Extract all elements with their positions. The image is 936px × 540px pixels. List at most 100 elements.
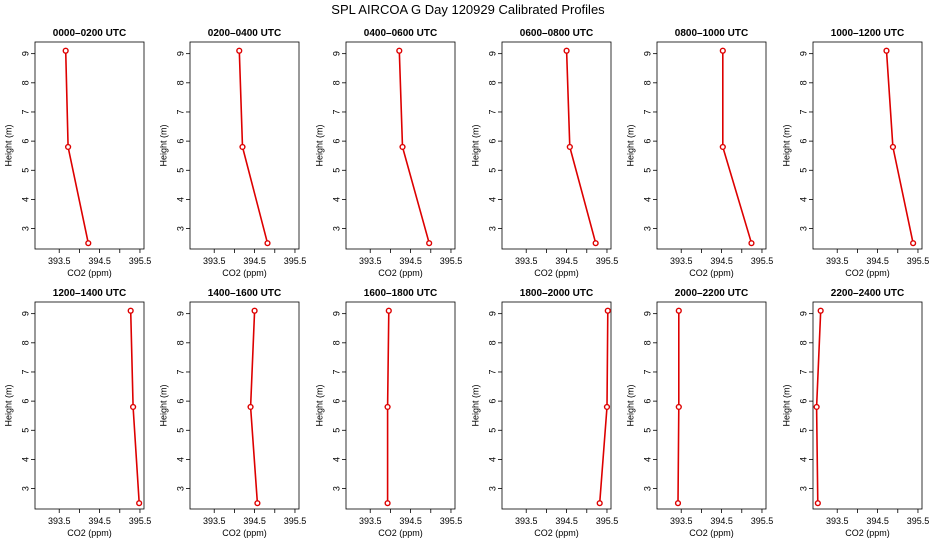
x-axis-label: CO2 (ppm) [534,268,579,278]
data-point [883,47,890,54]
data-point [719,143,726,151]
data-point [384,500,391,507]
chart-title: 0600–0800 UTC [520,28,593,39]
x-tick-label: 394.5 [399,256,422,266]
plot-frame [189,41,300,250]
x-tick-label: 394.5 [555,256,578,266]
chart-title: 0800–1000 UTC [675,28,748,39]
x-tick-label: 393.5 [48,256,71,266]
plot-frame [34,301,145,510]
y-axis-label: Height (m) [314,124,324,166]
y-tick-label: 6 [175,139,185,144]
x-tick-label: 393.5 [826,516,849,526]
y-tick-label: 5 [798,428,808,433]
y-tick-label: 3 [642,226,652,231]
data-point [813,403,820,411]
data-point [136,500,143,507]
y-tick-label: 4 [175,197,185,202]
y-tick-label: 9 [175,311,185,316]
x-tick-label: 393.5 [48,516,71,526]
x-tick-label: 395.5 [907,256,930,266]
chart-panel-12: 2200–2400 UTC 393.5 394.5 395.5 3 4 5 6 7 8 9 CO2 (… [781,288,929,538]
y-tick-label: 3 [20,226,30,231]
y-tick-label: 7 [798,369,808,374]
x-tick-label: 393.5 [203,256,226,266]
y-tick-label: 9 [642,51,652,56]
y-tick-label: 3 [20,486,30,491]
chart-panel-3: 0400–0600 UTC 393.5 394.5 395.5 3 4 5 6 7 8 9 CO2 (… [314,28,462,278]
y-tick-label: 9 [20,311,30,316]
data-point [85,240,92,247]
data-point [251,307,258,314]
x-axis-label: CO2 (ppm) [534,528,579,538]
data-point [247,403,254,411]
y-tick-label: 7 [175,109,185,114]
y-tick-label: 9 [331,51,341,56]
x-tick-label: 395.5 [129,516,152,526]
data-point [719,47,726,54]
y-tick-label: 8 [487,80,497,85]
chart-panel-9: 1600–1800 UTC 393.5 394.5 395.5 3 4 5 6 7 8 9 CO2 (… [314,288,462,538]
y-tick-label: 6 [20,399,30,404]
y-tick-label: 7 [20,109,30,114]
data-point [592,240,599,247]
x-tick-label: 393.5 [515,516,538,526]
y-tick-label: 6 [487,139,497,144]
y-tick-label: 4 [20,197,30,202]
x-tick-label: 394.5 [88,516,111,526]
y-tick-label: 7 [642,369,652,374]
y-tick-label: 5 [798,168,808,173]
y-axis-label: Height (m) [314,384,324,426]
plot-frame [501,301,612,510]
y-tick-label: 6 [175,399,185,404]
y-tick-label: 4 [798,197,808,202]
x-axis-label: CO2 (ppm) [67,268,112,278]
y-tick-label: 6 [331,399,341,404]
plot-frame [656,41,767,250]
x-tick-label: 393.5 [359,256,382,266]
y-tick-label: 6 [20,139,30,144]
x-tick-label: 395.5 [440,256,463,266]
y-tick-label: 6 [642,399,652,404]
y-tick-label: 7 [20,369,30,374]
x-tick-label: 394.5 [243,256,266,266]
y-tick-label: 8 [798,80,808,85]
chart-panel-5: 0800–1000 UTC 393.5 394.5 395.5 3 4 5 6 7 8 9 CO2 (… [625,28,773,278]
chart-title: 0200–0400 UTC [208,28,281,39]
x-tick-label: 395.5 [596,516,619,526]
y-tick-label: 8 [642,340,652,345]
y-tick-label: 8 [20,340,30,345]
x-tick-label: 394.5 [866,256,889,266]
x-tick-label: 395.5 [596,256,619,266]
data-point [603,403,611,411]
y-tick-label: 7 [331,109,341,114]
y-tick-label: 5 [175,428,185,433]
plot-frame [501,41,612,250]
data-point [426,240,433,247]
data-point [596,500,603,507]
y-tick-label: 5 [331,428,341,433]
y-tick-label: 5 [642,168,652,173]
data-point [604,307,611,314]
data-point [814,500,821,507]
y-axis-label: Height (m) [781,124,791,166]
x-tick-label: 393.5 [359,516,382,526]
y-tick-label: 8 [487,340,497,345]
x-tick-label: 395.5 [129,256,152,266]
data-point [385,307,392,314]
y-tick-label: 9 [798,51,808,56]
y-tick-label: 3 [175,486,185,491]
x-tick-label: 394.5 [710,256,733,266]
y-tick-label: 7 [175,369,185,374]
data-point [817,307,824,314]
y-tick-label: 7 [487,369,497,374]
x-tick-label: 395.5 [751,516,774,526]
x-axis-label: CO2 (ppm) [378,528,423,538]
x-axis-label: CO2 (ppm) [845,528,890,538]
x-axis-label: CO2 (ppm) [222,268,267,278]
y-tick-label: 3 [331,226,341,231]
chart-panel-6: 1000–1200 UTC 393.5 394.5 395.5 3 4 5 6 7 8 9 CO2 (… [781,28,929,278]
data-point [65,143,72,151]
data-point [396,47,403,54]
